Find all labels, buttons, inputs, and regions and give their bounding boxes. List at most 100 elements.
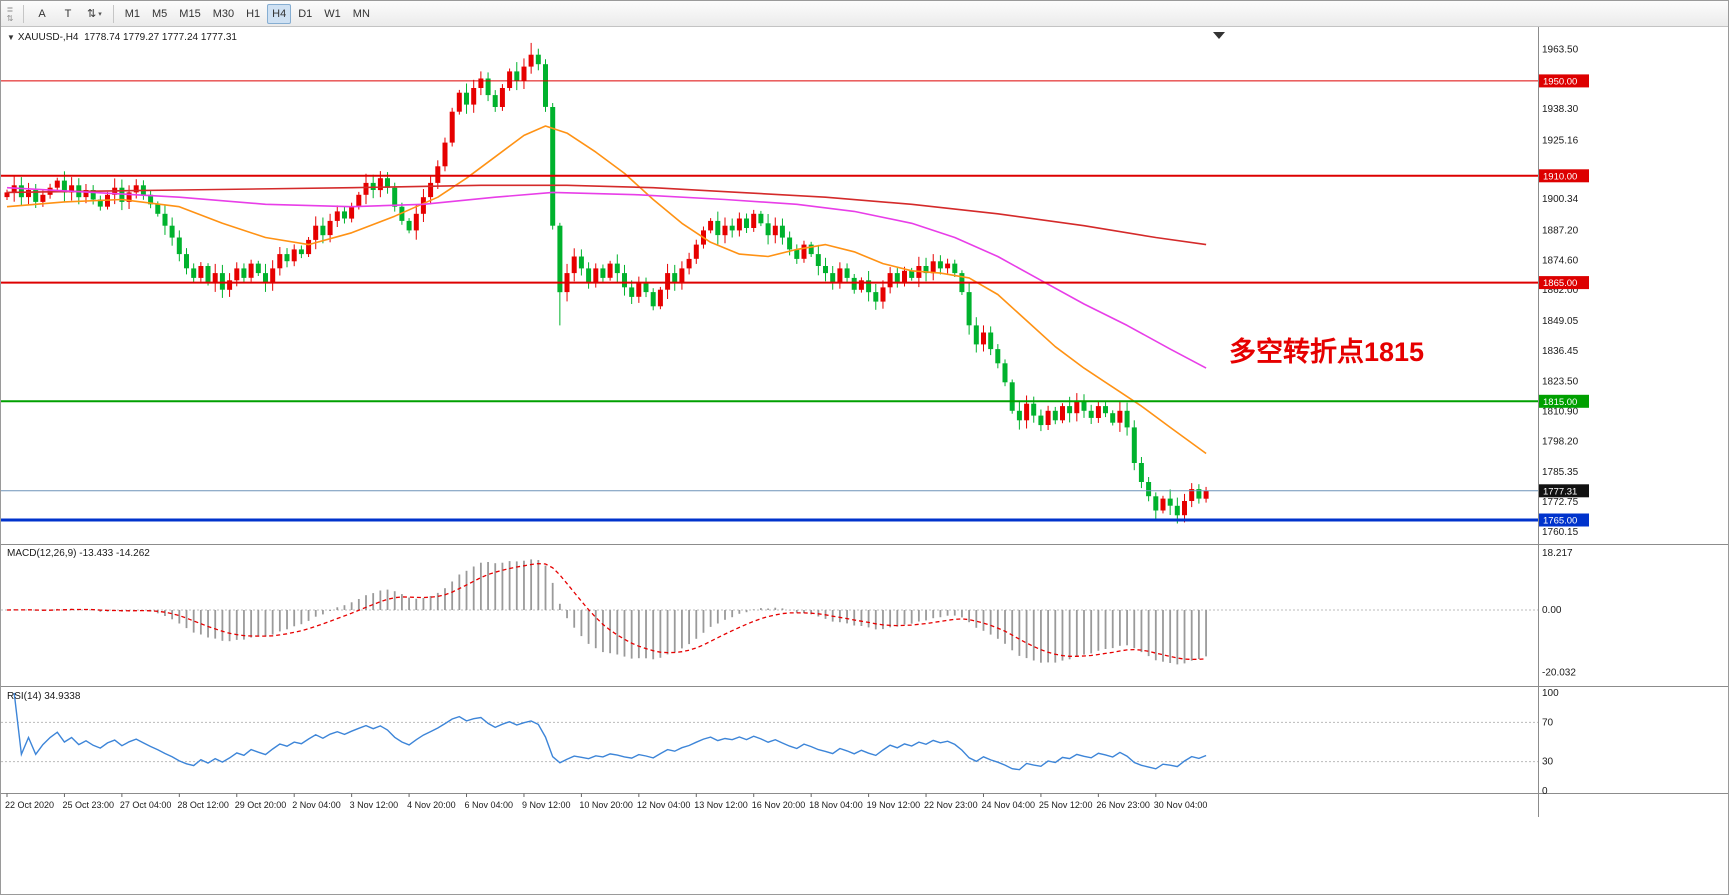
candle-body <box>1095 406 1101 418</box>
timeframe-button-m1[interactable]: M1 <box>120 4 145 24</box>
candle-body <box>370 182 376 190</box>
time-axis-label: 26 Nov 23:00 <box>1096 800 1150 810</box>
candle-body <box>241 268 247 278</box>
timeframe-button-w1[interactable]: W1 <box>319 4 346 24</box>
candle-body <box>880 287 886 302</box>
timeframe-button-m30[interactable]: M30 <box>208 4 239 24</box>
candle-body <box>176 237 182 255</box>
toolbar-grip-top-icon: ≣ <box>6 4 14 14</box>
candle-body <box>1002 363 1008 383</box>
candle-body <box>923 266 929 274</box>
chart-shift-marker-icon[interactable] <box>1213 32 1225 39</box>
price-axis-tick: 1810.90 <box>1542 407 1579 418</box>
candle-body <box>535 54 541 65</box>
candle-body <box>97 199 103 207</box>
candle-body <box>1174 505 1180 516</box>
candle-body <box>1024 403 1030 421</box>
candle-body <box>930 261 936 274</box>
price-axis-tick: 1938.30 <box>1542 104 1579 115</box>
level-1765.00-badge <box>1539 513 1589 527</box>
timeframe-button-d1[interactable]: D1 <box>293 4 317 24</box>
candle-body <box>492 95 498 107</box>
time-axis-label: 25 Oct 23:00 <box>62 800 114 810</box>
candle-body <box>327 220 333 236</box>
ma-slow-red <box>6 184 1207 246</box>
candle-body <box>263 273 268 283</box>
candle-body <box>521 66 527 81</box>
candle-body <box>693 244 699 259</box>
candle-body <box>291 249 297 262</box>
scale-tool-button[interactable]: ⇅ ▾ <box>82 4 107 24</box>
price-axis-tick: 1900.34 <box>1542 194 1579 205</box>
candle-body <box>808 244 814 255</box>
candle-body <box>593 268 599 283</box>
candle-body <box>722 225 728 236</box>
candle-body <box>1081 401 1087 411</box>
price-axis-tick: 1798.20 <box>1542 437 1579 448</box>
candle-body <box>435 166 441 183</box>
rsi-readout: 34.9338 <box>44 691 81 702</box>
level-1815.00-badge-label: 1815.00 <box>1543 397 1577 408</box>
chart-canvas[interactable]: 1760.15 1772.75 1785.35 1798.20 1810.90 1823.… <box>1 27 1728 894</box>
candle-body <box>622 273 627 288</box>
candle-body <box>1167 498 1173 506</box>
candle-body <box>543 64 548 107</box>
candle-body <box>54 180 60 188</box>
candle-body <box>255 263 261 274</box>
candle-body <box>937 261 943 269</box>
candle-body <box>298 249 304 255</box>
ma-mid-magenta <box>6 186 1207 369</box>
candle-body <box>499 88 505 107</box>
candle-body <box>672 273 678 283</box>
annotation-a-button[interactable]: A <box>30 4 54 24</box>
timeframe-button-h4[interactable]: H4 <box>267 3 292 24</box>
candle-body <box>607 263 613 278</box>
time-axis-label: 24 Nov 04:00 <box>981 800 1035 810</box>
candle-body <box>866 280 872 293</box>
timeframe-button-mn[interactable]: MN <box>348 4 375 24</box>
timeframe-button-m5[interactable]: M5 <box>147 4 172 24</box>
time-axis-label: 19 Nov 12:00 <box>867 800 921 810</box>
candle-body <box>751 213 757 228</box>
toolbar-grip[interactable]: ≣ ⇅ <box>3 2 17 26</box>
candle-body <box>334 211 340 221</box>
candle-body <box>26 190 31 198</box>
candle-body <box>1124 410 1130 428</box>
macd-axis-tick: 18.217 <box>1542 548 1573 559</box>
chart-area: 1760.15 1772.75 1785.35 1798.20 1810.90 1823.… <box>1 27 1728 894</box>
candle-body <box>909 270 915 278</box>
candle-body <box>248 263 254 278</box>
candle-body <box>514 71 520 81</box>
current-price-badge-label: 1777.31 <box>1543 486 1577 497</box>
chart-text-annotation[interactable]: 多空转折点1815 <box>1229 337 1425 367</box>
time-axis-label: 30 Nov 04:00 <box>1154 800 1208 810</box>
candle-body <box>744 218 749 228</box>
level-1865.00-badge-label: 1865.00 <box>1543 278 1577 289</box>
candle-body <box>729 225 735 231</box>
time-axis-label: 29 Oct 20:00 <box>235 800 287 810</box>
symbol-ohlc-line: ▼ XAUUSD-,H4 1778.74 1779.27 1777.24 1777… <box>7 32 237 43</box>
dropdown-caret-icon: ▾ <box>98 10 102 18</box>
candle-body <box>205 266 211 283</box>
rsi-name: RSI(14) <box>7 691 42 702</box>
candle-body <box>1052 410 1058 421</box>
candle-body <box>787 237 793 250</box>
macd-name: MACD(12,26,9) <box>7 548 77 559</box>
timeframe-button-m15[interactable]: M15 <box>174 4 205 24</box>
level-1815.00-badge <box>1539 394 1589 408</box>
data-window-collapse-icon[interactable]: ▼ <box>7 33 15 42</box>
candle-body <box>471 88 477 105</box>
candle-body <box>464 92 469 105</box>
candle-body <box>33 190 39 202</box>
timeframe-button-h1[interactable]: H1 <box>241 4 265 24</box>
candle-body <box>377 178 383 191</box>
candle-body <box>507 71 513 88</box>
candle-body <box>219 273 225 290</box>
candle-body <box>148 194 154 205</box>
current-price-badge <box>1539 484 1589 498</box>
time-axis-label: 4 Nov 20:00 <box>407 800 456 810</box>
text-tool-button[interactable]: T <box>56 4 80 24</box>
candle-body <box>4 192 10 198</box>
candle-body <box>823 266 828 274</box>
